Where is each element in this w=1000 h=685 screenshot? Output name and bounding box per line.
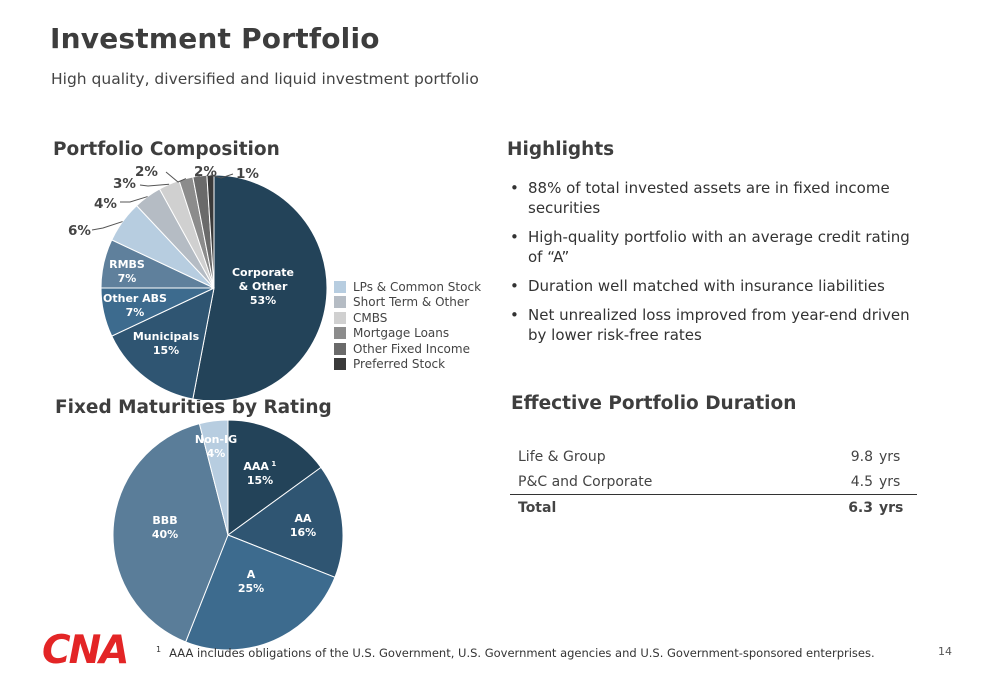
pie-label-corporate-other: Corporate & Other 53% <box>232 266 294 307</box>
page-subtitle: High quality, diversified and liquid inv… <box>51 70 479 88</box>
pie-slice-aa <box>226 466 344 578</box>
legend-label: Preferred Stock <box>353 357 446 372</box>
leader-line <box>210 173 234 179</box>
rating-heading: Fixed Maturities by Rating <box>55 397 332 418</box>
highlight-text: Duration well matched with insurance lia… <box>528 277 885 295</box>
highlights-heading: Highlights <box>507 139 615 160</box>
portfolio-composition-chart: Corporate & Other 53% Municipals 15% Other AB… <box>68 164 328 400</box>
pie-label-cmbs: 3% <box>113 176 136 192</box>
footnote-text: AAA includes obligations of the U.S. Gov… <box>169 645 875 660</box>
leader-line <box>139 183 170 187</box>
highlight-item: • Net unrealized loss improved from year-… <box>510 305 910 345</box>
legend-swatch <box>334 358 346 371</box>
legend-item: LPs & Common Stock <box>334 279 481 295</box>
duration-unit: yrs <box>879 448 901 465</box>
pie-label-a: A 25% <box>238 568 264 595</box>
total-label: Total <box>510 494 813 520</box>
legend-swatch <box>334 327 346 340</box>
page-title: Investment Portfolio <box>50 22 380 55</box>
table-row: Life & Group 9.8 yrs <box>510 444 917 469</box>
table-row: P&C and Corporate 4.5 yrs <box>510 469 917 495</box>
legend-item: Mortgage Loans <box>334 326 481 342</box>
duration-table: Life & Group 9.8 yrs P&C and Corporate 4… <box>510 444 917 520</box>
legend-label: Short Term & Other <box>353 295 470 310</box>
cna-logo: CNA <box>42 631 129 667</box>
duration-unit: yrs <box>879 473 901 490</box>
highlights-list: • 88% of total invested assets are in fix… <box>510 178 910 354</box>
composition-heading: Portfolio Composition <box>53 139 280 160</box>
bullet-icon: • <box>510 179 519 197</box>
duration-value: 9.8 <box>850 448 873 465</box>
highlight-text: Net unrealized loss improved from year-e… <box>528 306 910 344</box>
duration-label: Life & Group <box>518 448 606 465</box>
pie-slice-aaa <box>227 419 322 536</box>
pie-label-bbb: BBB 40% <box>152 514 178 541</box>
pie-label-other-fixed-income: 2% <box>194 164 217 180</box>
footnote-marker: 1 <box>156 645 162 654</box>
pie-slice-bbb <box>112 423 229 643</box>
legend-item: Preferred Stock <box>334 357 481 373</box>
pie-label-preferred-stock: 1% <box>236 166 259 182</box>
legend-swatch <box>334 296 346 309</box>
duration-label: P&C and Corporate <box>518 473 653 490</box>
bullet-icon: • <box>510 228 519 246</box>
footnote: 1 AAA includes obligations of the U.S. Go… <box>156 645 875 660</box>
legend-label: Mortgage Loans <box>353 326 450 341</box>
legend-label: Other Fixed Income <box>353 341 470 356</box>
bullet-icon: • <box>510 277 519 295</box>
table-total-row: Total 6.3 yrs <box>510 494 917 520</box>
legend-label: LPs & Common Stock <box>353 279 482 294</box>
highlight-item: • Duration well matched with insurance li… <box>510 276 910 296</box>
legend-item: Other Fixed Income <box>334 341 481 357</box>
composition-legend: LPs & Common Stock Short Term & Other CM… <box>334 279 481 372</box>
bullet-icon: • <box>510 306 519 324</box>
highlight-text: High-quality portfolio with an average c… <box>528 228 910 266</box>
pie-slice-municipals <box>111 287 215 400</box>
pie-label-mortgage-loans: 2% <box>135 164 158 180</box>
leader-line <box>91 221 123 231</box>
rating-chart: AAA 1 15% AA 16% A 25% BBB 40% Non-IG 4% <box>112 419 344 651</box>
pie-slice-non-ig <box>198 419 229 536</box>
pie-label-non-ig: Non-IG 4% <box>195 433 237 460</box>
legend-swatch <box>334 311 346 324</box>
pie-label-short-term-other: 4% <box>94 196 117 212</box>
total-value: 6.3 <box>813 494 873 520</box>
total-unit: yrs <box>873 494 917 520</box>
page-number: 14 <box>938 645 952 658</box>
legend-item: CMBS <box>334 310 481 326</box>
pie-label-lps-common-stock: 6% <box>68 223 91 239</box>
leader-line <box>120 196 148 203</box>
legend-swatch <box>334 280 346 293</box>
legend-swatch <box>334 342 346 355</box>
pie-label-aaa: AAA 1 15% <box>243 460 276 487</box>
pie-label-other-abs: Other ABS 7% <box>103 292 167 319</box>
pie-label-rmbs: RMBS 7% <box>109 258 145 285</box>
pie-slice-a <box>185 534 336 651</box>
duration-heading: Effective Portfolio Duration <box>511 393 797 414</box>
legend-label: CMBS <box>353 310 388 325</box>
pie-label-municipals: Municipals 15% <box>133 330 200 357</box>
duration-value: 4.5 <box>850 473 873 490</box>
cna-logo-text: CNA <box>42 631 127 667</box>
pie-label-aa: AA 16% <box>290 512 316 539</box>
leader-line <box>165 171 187 183</box>
highlight-item: • 88% of total invested assets are in fix… <box>510 178 910 218</box>
highlight-item: • High-quality portfolio with an average … <box>510 227 910 267</box>
legend-item: Short Term & Other <box>334 295 481 311</box>
highlight-text: 88% of total invested assets are in fixe… <box>528 179 890 217</box>
pie-slice-corporate-other <box>192 174 328 400</box>
